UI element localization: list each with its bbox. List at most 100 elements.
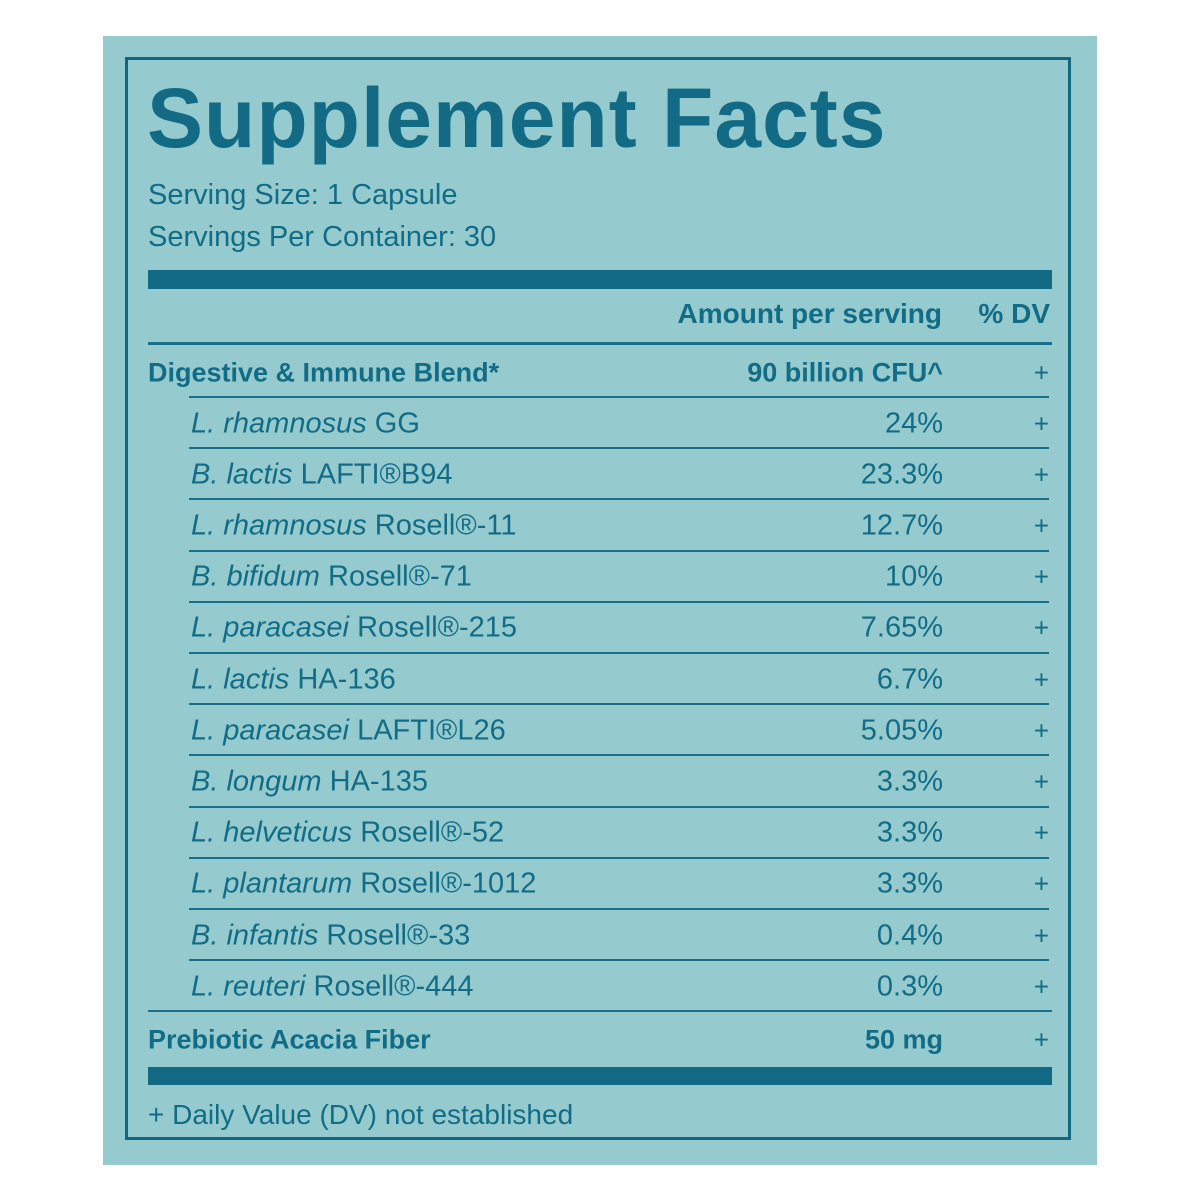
strain-row: L. reuteri Rosell®-444 0.3% +	[148, 961, 1052, 1012]
strain-dv: +	[1033, 408, 1049, 438]
strain-species: L. reuteri	[191, 970, 306, 1003]
strain-amount: 24%	[884, 407, 943, 439]
blend-name: Digestive & Immune Blend*	[148, 357, 500, 387]
strain-dv: +	[1033, 715, 1049, 746]
row-divider	[189, 805, 1049, 808]
strain-dv: +	[1033, 612, 1049, 643]
strain-species: L. lactis	[191, 663, 290, 695]
servings-per-container: Servings Per Container: 30	[148, 221, 497, 253]
strain-dv: +	[1033, 561, 1049, 592]
strain-name: B. infantis Rosell®-33	[191, 919, 470, 952]
row-divider	[189, 703, 1049, 706]
strain-row: L. paracasei LAFTI®L26 5.05% +	[148, 705, 1052, 756]
strain-designation: LAFTI®B94	[300, 458, 453, 491]
strain-designation: Rosell®-71	[328, 560, 472, 593]
strain-name: B. longum HA-135	[191, 765, 428, 798]
fiber-dv: +	[1033, 1024, 1049, 1054]
dv-column-header: % DV	[978, 298, 1050, 329]
strain-amount: 3.3%	[876, 765, 943, 798]
top-thick-divider	[148, 270, 1052, 289]
bottom-thick-divider	[148, 1067, 1052, 1085]
strain-species: B. lactis	[191, 458, 293, 491]
row-divider	[189, 754, 1049, 757]
strain-row: L. paracasei Rosell®-215 7.65% +	[148, 603, 1052, 654]
strain-dv: +	[1033, 920, 1049, 950]
strain-species: L. paracasei	[191, 714, 349, 747]
strain-name: B. bifidum Rosell®-71	[191, 561, 472, 594]
row-divider	[189, 396, 1049, 398]
strain-species: L. rhamnosus	[191, 509, 367, 542]
strain-row: L. rhamnosus Rosell®-11 12.7% +	[148, 500, 1052, 551]
strain-row: L. lactis HA-136 6.7% +	[148, 654, 1052, 705]
row-divider	[189, 447, 1049, 450]
strain-species: B. infantis	[191, 919, 319, 951]
header-divider	[148, 342, 1052, 345]
strain-name: L. paracasei Rosell®-215	[191, 612, 517, 645]
fiber-amount: 50 mg	[864, 1024, 943, 1054]
strain-amount: 12.7%	[860, 509, 943, 542]
strain-name: B. lactis LAFTI®B94	[191, 458, 453, 491]
amount-column-header: Amount per serving	[677, 298, 942, 329]
strain-name: L. rhamnosus Rosell®-11	[191, 509, 516, 542]
fiber-row: Prebiotic Acacia Fiber 50 mg +	[148, 1014, 1052, 1065]
strain-designation: Rosell®-33	[326, 919, 471, 951]
strain-row: L. helveticus Rosell®-52 3.3% +	[148, 808, 1052, 859]
strain-species: L. rhamnosus	[191, 407, 367, 439]
strain-row: B. lactis LAFTI®B94 23.3% +	[148, 449, 1052, 500]
strain-amount: 0.3%	[876, 970, 943, 1003]
strain-name: L. lactis HA-136	[191, 663, 396, 696]
strain-dv: +	[1033, 459, 1049, 490]
strain-name: L. rhamnosus GG	[191, 407, 420, 440]
strain-row: B. bifidum Rosell®-71 10% +	[148, 552, 1052, 603]
serving-size: Serving Size: 1 Capsule	[148, 179, 458, 211]
strain-amount: 7.65%	[860, 611, 943, 644]
strain-amount: 0.4%	[876, 919, 943, 951]
row-divider	[189, 908, 1049, 910]
strain-dv: +	[1033, 510, 1049, 541]
strain-dv: +	[1033, 664, 1049, 694]
strain-name: L. paracasei LAFTI®L26	[191, 714, 506, 747]
strain-row: L. rhamnosus GG 24% +	[148, 398, 1052, 449]
strain-amount: 5.05%	[860, 714, 943, 747]
strain-dv: +	[1033, 766, 1049, 797]
strain-name: L. helveticus Rosell®-52	[191, 817, 504, 850]
strain-species: B. bifidum	[191, 560, 320, 593]
blend-amount: 90 billion CFU^	[747, 357, 943, 387]
row-divider	[189, 652, 1049, 654]
row-divider	[189, 600, 1049, 603]
strain-dv: +	[1033, 817, 1049, 848]
strain-designation: Rosell®-11	[374, 509, 517, 542]
strain-dv: +	[1033, 868, 1049, 899]
strain-row: B. infantis Rosell®-33 0.4% +	[148, 910, 1052, 961]
strain-designation: Rosell®-215	[357, 611, 518, 644]
row-divider	[189, 498, 1049, 501]
strain-name: L. reuteri Rosell®-444	[191, 970, 474, 1003]
label-title: Supplement Facts	[147, 71, 887, 165]
strain-row: B. longum HA-135 3.3% +	[148, 756, 1052, 807]
row-divider	[189, 856, 1049, 859]
footnote: + Daily Value (DV) not established	[148, 1099, 574, 1130]
fiber-divider	[148, 1010, 1052, 1012]
strain-amount: 3.3%	[876, 816, 943, 849]
strain-row: L. plantarum Rosell®-1012 3.3% +	[148, 859, 1052, 910]
strain-designation: LAFTI®L26	[357, 714, 506, 747]
row-divider	[189, 959, 1049, 962]
row-divider	[189, 549, 1049, 552]
fiber-name: Prebiotic Acacia Fiber	[148, 1024, 431, 1054]
supplement-facts-panel: Supplement Facts Serving Size: 1 Capsule…	[103, 36, 1097, 1165]
strain-amount: 6.7%	[876, 663, 943, 695]
strain-name: L. plantarum Rosell®-1012	[191, 868, 536, 901]
strain-dv: +	[1033, 971, 1049, 1002]
strain-species: L. helveticus	[191, 816, 353, 849]
strain-amount: 23.3%	[860, 458, 943, 491]
strain-species: L. paracasei	[191, 611, 349, 644]
strain-designation: Rosell®-444	[313, 970, 474, 1003]
label-border	[125, 57, 1071, 1140]
blend-dv: +	[1033, 357, 1049, 387]
strain-designation: HA-136	[297, 663, 396, 695]
strain-designation: Rosell®-52	[360, 816, 505, 849]
strain-amount: 3.3%	[876, 867, 943, 900]
strain-species: B. longum	[191, 765, 322, 798]
strain-designation: HA-135	[329, 765, 428, 798]
strain-amount: 10%	[884, 560, 943, 593]
